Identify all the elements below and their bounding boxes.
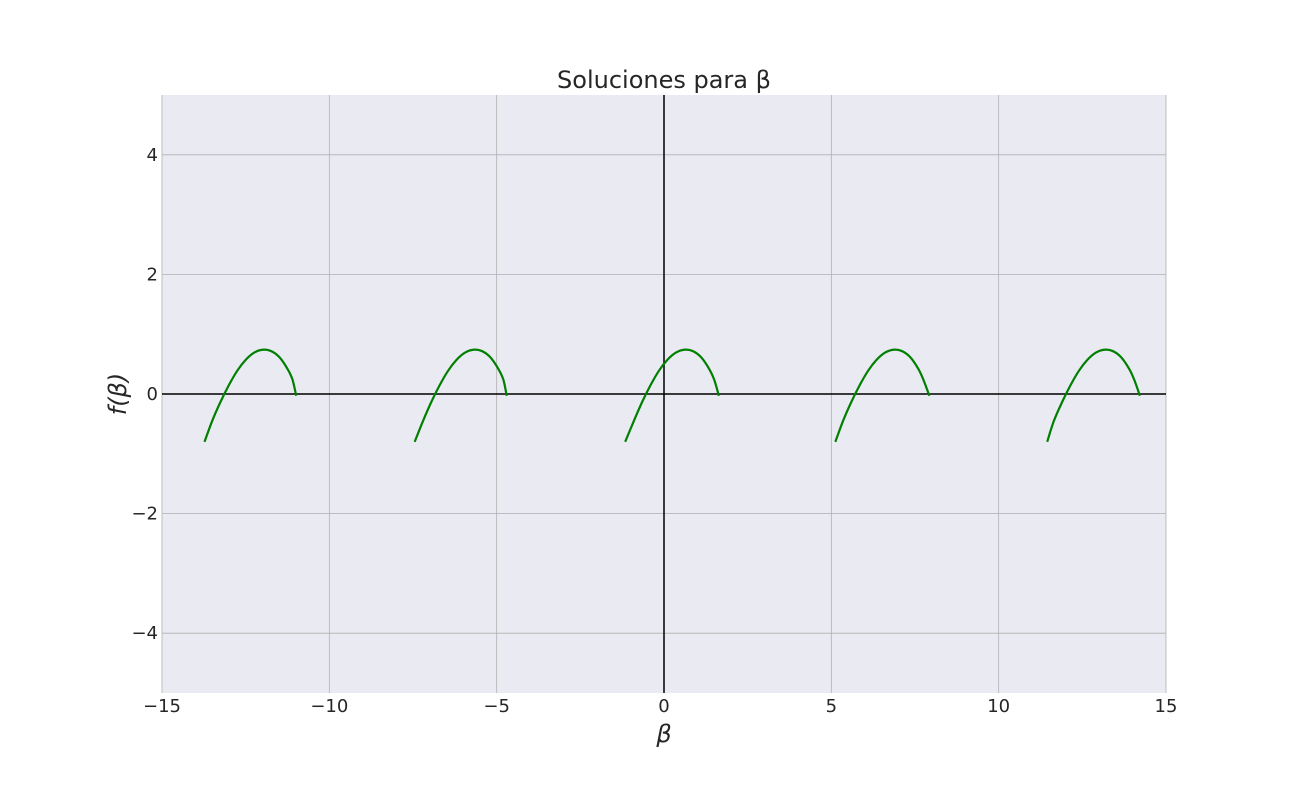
y-tick-label: 0	[147, 384, 158, 405]
y-tick-label: 2	[147, 264, 158, 285]
y-tick-label: −2	[131, 504, 158, 525]
x-tick-label: −15	[143, 696, 181, 717]
x-tick-label: 10	[987, 696, 1010, 717]
series-line	[1046, 348, 1141, 443]
y-axis-label: f(β)	[104, 373, 132, 416]
series-layer	[203, 348, 1141, 443]
x-axis-label: β	[655, 720, 671, 748]
series-line	[203, 348, 298, 443]
series-line	[413, 348, 508, 443]
x-tick-label: 0	[658, 696, 669, 717]
x-tick-label: −5	[483, 696, 510, 717]
series-line	[624, 348, 720, 443]
y-tick-label: −4	[131, 623, 158, 644]
x-tick-labels: −15 −10 −5 0 5 10 15	[143, 696, 1177, 717]
x-tick-label: −10	[310, 696, 348, 717]
x-tick-label: 15	[1155, 696, 1178, 717]
series-line	[834, 348, 931, 443]
zero-lines	[162, 95, 1166, 693]
y-tick-label: 4	[147, 145, 158, 166]
y-tick-labels: −4 −2 0 2 4	[131, 145, 158, 644]
x-tick-label: 5	[826, 696, 837, 717]
chart-title: Soluciones para β	[557, 66, 771, 94]
